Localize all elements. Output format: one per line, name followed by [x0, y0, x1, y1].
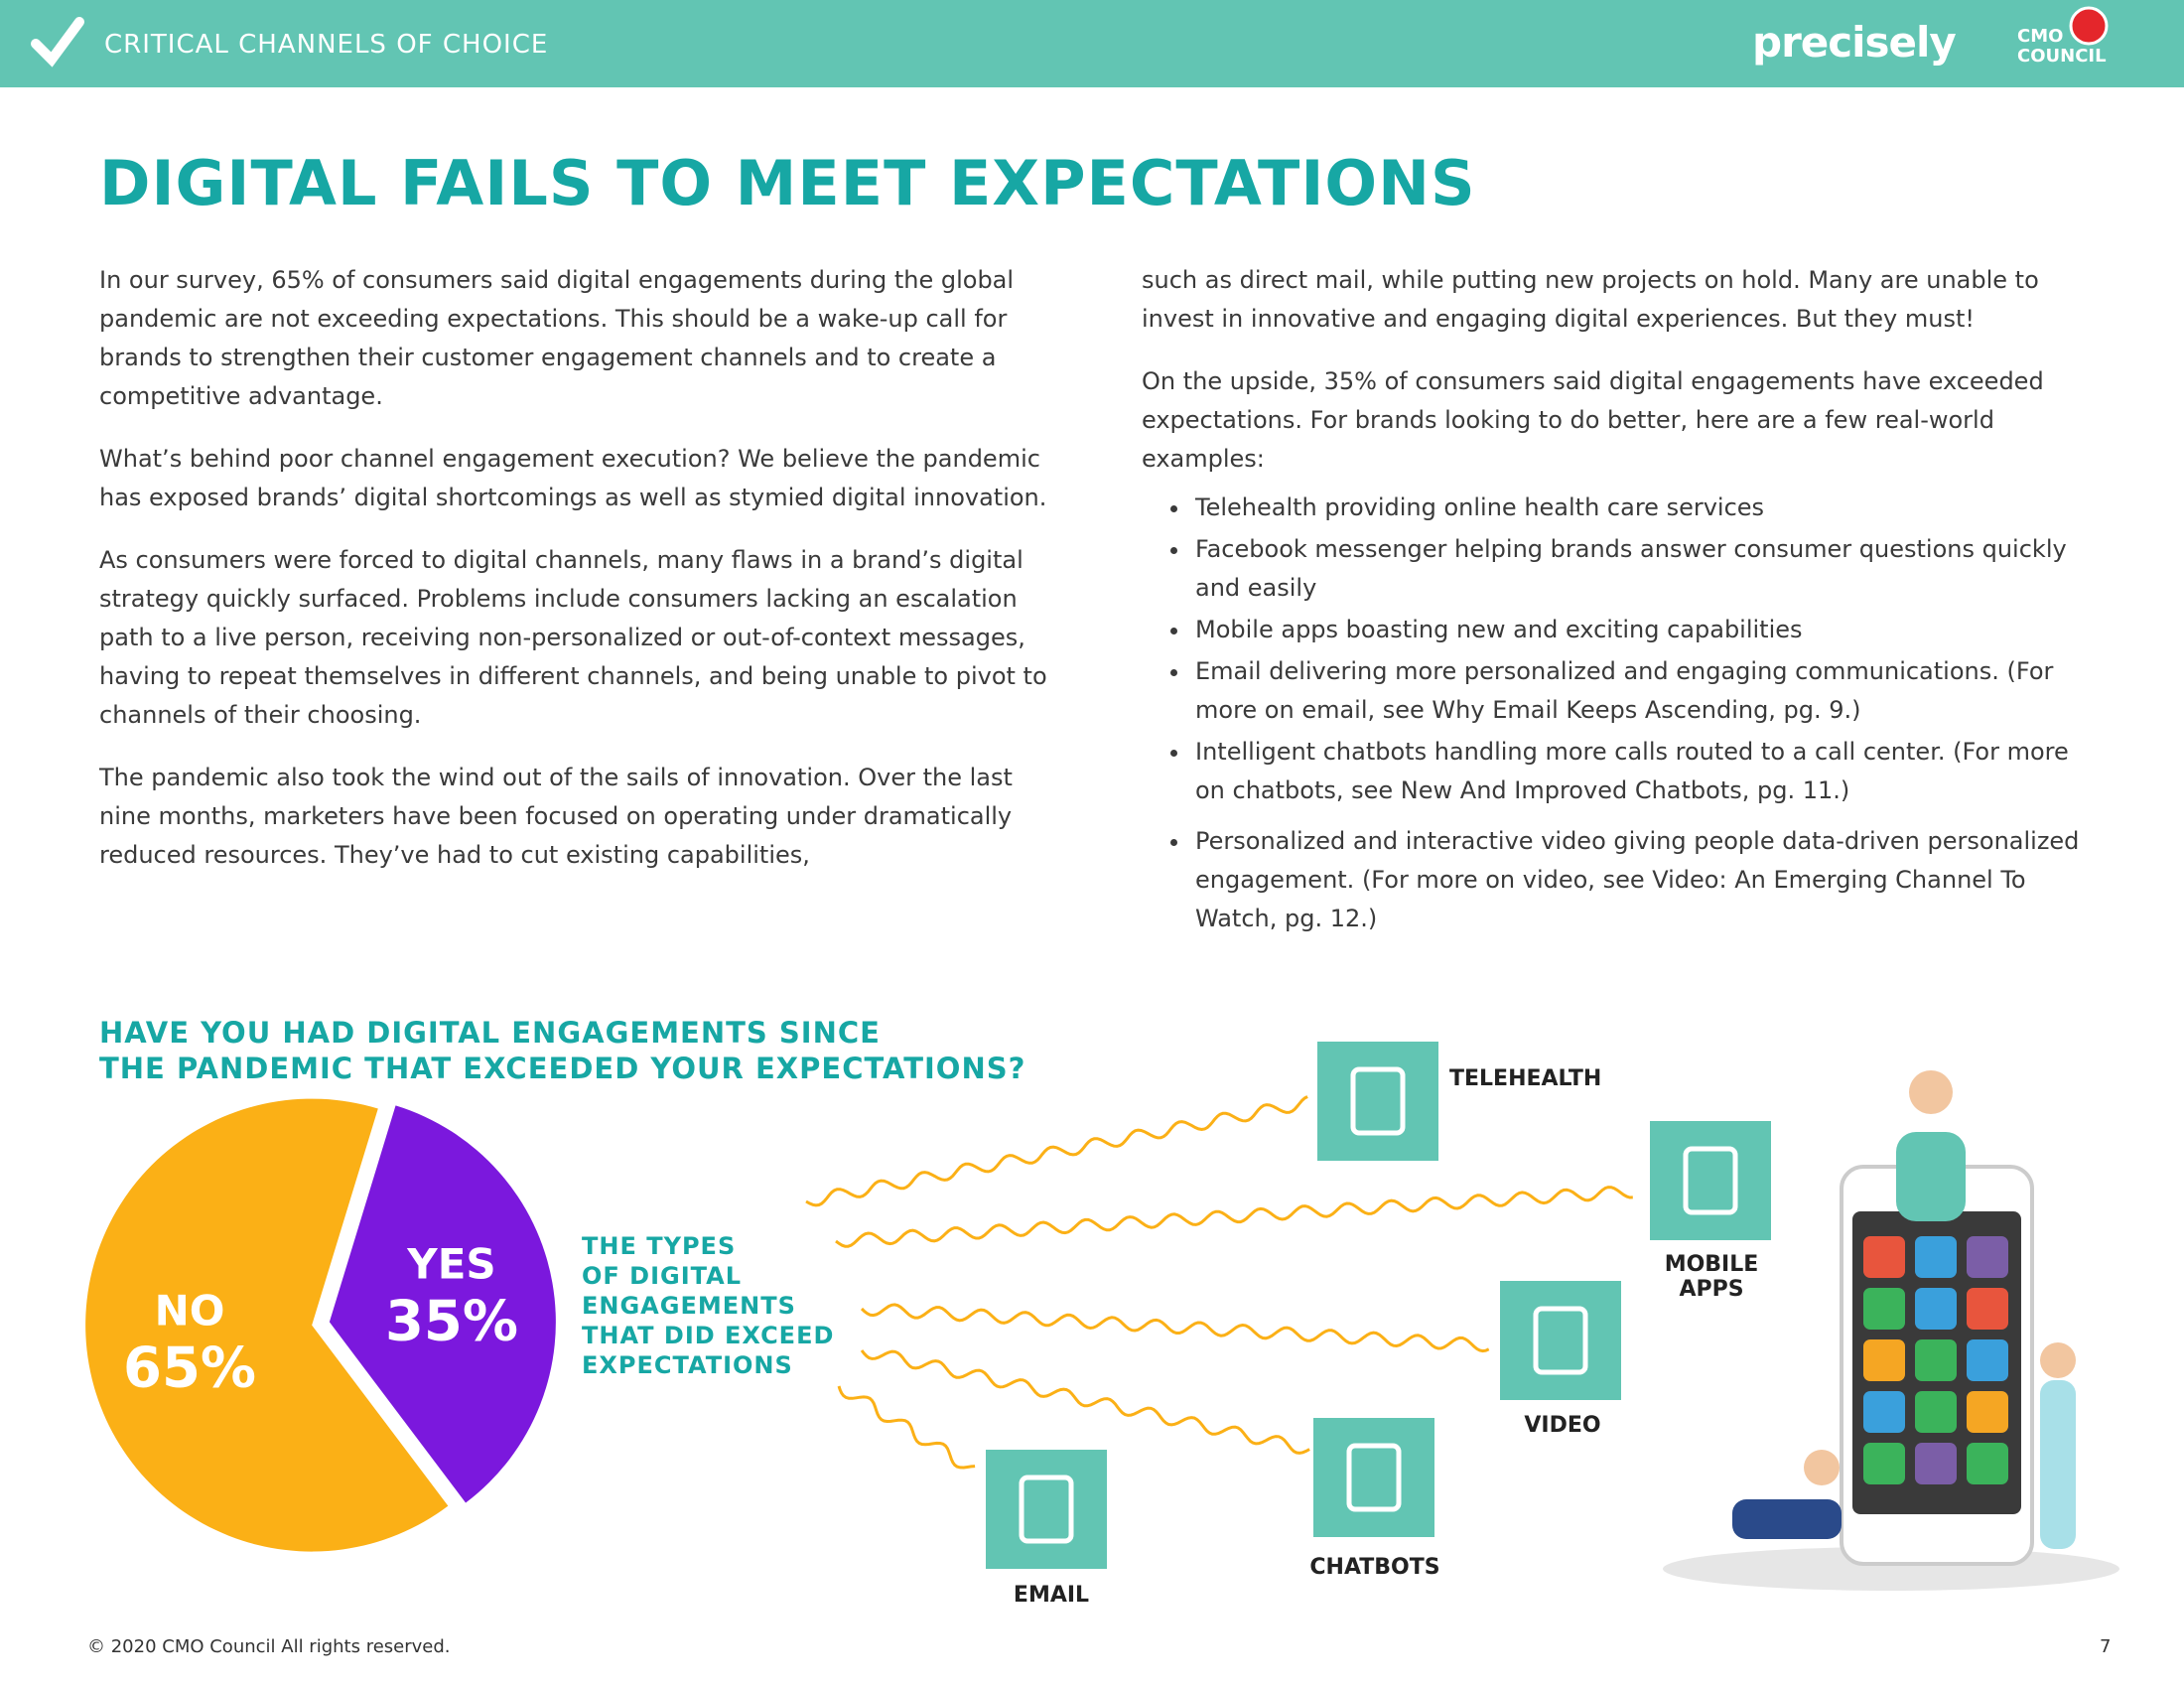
bullet-list: Telehealth providing online health care … [1142, 489, 2095, 938]
paragraph: such as direct mail, while putting new p… [1142, 266, 2039, 333]
logo-top: CMO [2017, 26, 2064, 47]
person-head [1804, 1450, 1840, 1485]
person [1732, 1499, 1842, 1539]
wavy-line [860, 1349, 1310, 1455]
slice-value-label: 65% [123, 1336, 256, 1400]
icon-glyph [1019, 1475, 1074, 1544]
channel-icon [1313, 1418, 1434, 1537]
app-tile [1915, 1236, 1957, 1278]
bullet: Email delivering more personalized and e… [1191, 652, 2095, 730]
bullet: Facebook messenger helping brands answer… [1191, 530, 2095, 608]
slice-category: NO [155, 1286, 225, 1335]
app-tile [1915, 1288, 1957, 1330]
wavy-line [837, 1385, 976, 1470]
paragraph: As consumers were forced to digital chan… [99, 546, 1047, 729]
callout: THE TYPES OF DIGITAL ENGAGEMENTS THAT DID E… [582, 1231, 834, 1380]
channel-label: CHATBOTS [1309, 1555, 1440, 1580]
wavy-line [835, 1186, 1633, 1248]
right-column: such as direct mail, while putting new p… [1142, 261, 2095, 941]
channel-label: VIDEO [1524, 1413, 1601, 1438]
bullet: Personalized and interactive video givin… [1191, 822, 2095, 938]
channel-label: TELEHEALTH [1449, 1066, 1602, 1091]
app-tile [1967, 1339, 2008, 1381]
channel-label: EMAIL [1013, 1583, 1090, 1608]
section-label: CRITICAL CHANNELS OF CHOICE [104, 30, 549, 60]
check-icon [31, 17, 84, 68]
phone-screen [1852, 1211, 2021, 1514]
pie-slice [329, 1105, 556, 1503]
header-bar: CRITICAL CHANNELS OF CHOICE precisely CM… [0, 0, 2184, 87]
bullet: Telehealth providing online health care … [1191, 489, 2095, 527]
paragraph: The pandemic also took the wind out of t… [99, 764, 1013, 869]
slice-category: YES [406, 1240, 495, 1289]
phone [1840, 1165, 2034, 1566]
bullet: Intelligent chatbots handling more calls… [1191, 733, 2095, 810]
paragraph: On the upside, 35% of consumers said dig… [1142, 367, 2044, 473]
page-number: 7 [2100, 1636, 2112, 1657]
person [2040, 1380, 2076, 1549]
logo-circle [2069, 6, 2109, 46]
icon-glyph [1350, 1066, 1406, 1136]
icon-glyph [1533, 1306, 1588, 1375]
channel-icon [1500, 1281, 1621, 1400]
paragraph: In our survey, 65% of consumers said dig… [99, 266, 1015, 410]
icon-glyph [1683, 1146, 1738, 1215]
shadow [1663, 1547, 2119, 1591]
icon-glyph [1346, 1443, 1402, 1512]
slice-value-label: 35% [385, 1290, 518, 1354]
app-tile [1915, 1443, 1957, 1484]
app-tile [1863, 1339, 1905, 1381]
app-tile [1863, 1391, 1905, 1433]
callout-line: OF DIGITAL [582, 1262, 743, 1290]
left-column: In our survey, 65% of consumers said dig… [99, 261, 1052, 899]
chart-title: HAVE YOU HAD DIGITAL ENGAGEMENTS SINCE TH… [99, 1015, 1025, 1086]
app-tile [1967, 1236, 2008, 1278]
person-head [2040, 1342, 2076, 1378]
paragraph: What’s behind poor channel engagement ex… [99, 445, 1047, 511]
app-tile [1967, 1288, 2008, 1330]
chart-title-line: THE PANDEMIC THAT EXCEEDED YOUR EXPECTAT… [99, 1052, 1026, 1085]
callout-line: THAT DID EXCEED [582, 1322, 835, 1349]
app-tile [1915, 1391, 1957, 1433]
channel-icon [1650, 1121, 1771, 1240]
callout-line: THE TYPES [582, 1232, 737, 1260]
wavy-line [805, 1095, 1308, 1207]
person [1896, 1132, 1966, 1221]
channel-icon [986, 1450, 1107, 1569]
app-tile [1967, 1443, 2008, 1484]
callout-line: ENGAGEMENTS [582, 1292, 796, 1320]
app-tile [1915, 1339, 1957, 1381]
bullet: Mobile apps boasting new and exciting ca… [1191, 611, 2095, 649]
person-head [1909, 1070, 1953, 1114]
copyright: © 2020 CMO Council All rights reserved. [87, 1636, 451, 1657]
app-tile [1863, 1236, 1905, 1278]
wavy-line [860, 1303, 1490, 1353]
page-title: DIGITAL FAILS TO MEET EXPECTATIONS [99, 147, 1476, 219]
app-tile [1863, 1443, 1905, 1484]
callout-line: EXPECTATIONS [582, 1351, 793, 1379]
logo-bottom: COUNCIL [2017, 46, 2107, 67]
chart-title-line: HAVE YOU HAD DIGITAL ENGAGEMENTS SINCE [99, 1016, 881, 1050]
brand-logo: precisely [1752, 18, 1957, 67]
app-tile [1863, 1288, 1905, 1330]
app-tile [1967, 1391, 2008, 1433]
channel-label: MOBILE APPS [1664, 1252, 1759, 1302]
pie-slice [85, 1098, 449, 1552]
channel-icon [1317, 1042, 1438, 1161]
